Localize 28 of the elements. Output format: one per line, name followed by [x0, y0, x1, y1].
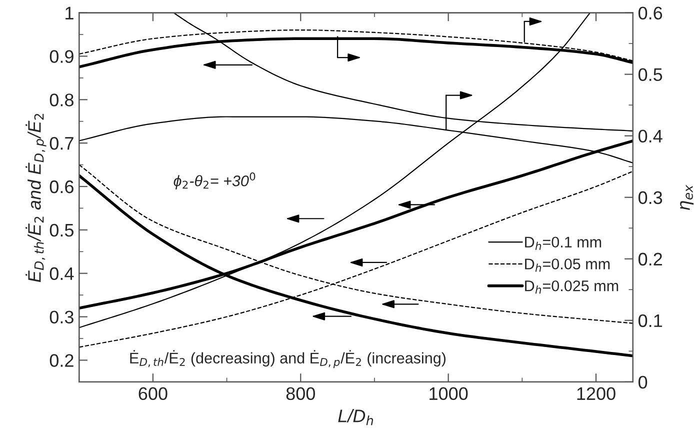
- x-tick-label: 600: [138, 387, 168, 400]
- y-tick-label: 0.5: [50, 224, 74, 237]
- y-tick-label: 0.3: [50, 310, 74, 324]
- legend-label: D$_{h}$=0.1 mm: [525, 236, 602, 250]
- x-tick-label: 1200: [577, 387, 616, 400]
- y2-tick-label: 0.1: [638, 314, 662, 328]
- y-tick-label: 0.6: [50, 180, 74, 194]
- y-tick-label: 0.2: [50, 354, 74, 367]
- y-tick-label: 0.7: [50, 137, 74, 150]
- x-tick-label: 1000: [430, 387, 468, 400]
- y2-tick-label: 0.4: [638, 130, 662, 143]
- annotation: ϕ$_{2}$-θ$_{2}$= +30$^{0}$: [174, 172, 256, 190]
- y2-tick-label: 0.2: [638, 252, 662, 266]
- text: Ė$_{D,th}$/Ė$_{2}$ (decreasing) and Ė$_{D,p}$/Ė$_{2}$ (increasing): [130, 350, 446, 368]
- y-tick-label: 1: [66, 6, 74, 20]
- y2-tick-label: 0.3: [638, 191, 662, 204]
- y2-tick-label: 0: [638, 376, 648, 389]
- y2-tick-label: 0.6: [638, 6, 662, 20]
- y2-axis-title: η$_{ex}$: [680, 184, 694, 210]
- y-axis-title: Ė$_{D,th}$/Ė$_{2}$ and Ė$_{D,p}$/Ė$_{2}$: [26, 114, 46, 282]
- y-tick-label: 0.8: [50, 94, 74, 106]
- y-tick-label: 0.4: [50, 267, 74, 280]
- x-tick-label: 800: [286, 387, 315, 400]
- legend-label: D$_{h}$=0.05 mm: [525, 258, 610, 272]
- y2-tick-label: 0.5: [638, 68, 662, 82]
- legend-label: D$_{h}$=0.025 mm: [525, 280, 618, 294]
- x-axis-title: L/D$_{h}$: [338, 409, 374, 426]
- y-tick-label: 0.9: [50, 50, 74, 63]
